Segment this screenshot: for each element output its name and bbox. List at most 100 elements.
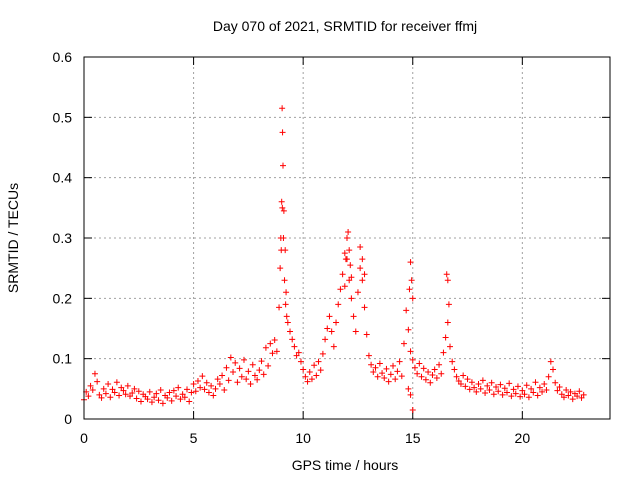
data-point	[493, 384, 500, 391]
data-point	[313, 372, 320, 379]
data-point	[194, 377, 201, 384]
data-point	[283, 289, 290, 296]
data-point	[359, 256, 366, 263]
data-point	[232, 359, 239, 366]
data-point	[392, 376, 399, 383]
data-point	[166, 389, 173, 396]
data-point	[146, 388, 153, 395]
data-point	[352, 328, 359, 335]
data-point	[94, 378, 101, 385]
data-point	[525, 394, 532, 401]
data-point	[451, 366, 458, 373]
data-point	[322, 336, 329, 343]
data-point	[300, 366, 307, 373]
data-point	[258, 358, 265, 365]
data-point	[506, 380, 513, 387]
data-point	[118, 384, 125, 391]
data-point	[277, 265, 284, 272]
data-point	[398, 373, 405, 380]
data-point	[308, 376, 315, 383]
grid-lines	[84, 57, 610, 419]
data-point	[179, 391, 186, 398]
data-point	[357, 265, 364, 272]
data-point	[273, 348, 280, 355]
data-point	[409, 406, 416, 413]
data-point	[361, 271, 368, 278]
data-point	[576, 388, 583, 395]
data-point	[479, 377, 486, 384]
data-point	[359, 277, 366, 284]
data-point	[361, 304, 368, 311]
data-point	[289, 336, 296, 343]
data-point	[420, 365, 427, 372]
data-point	[107, 394, 114, 401]
data-point	[484, 382, 491, 389]
data-point	[214, 376, 221, 383]
data-point	[186, 398, 193, 405]
data-point	[514, 383, 521, 390]
data-point	[297, 358, 304, 365]
data-point	[422, 376, 429, 383]
data-point	[326, 313, 333, 320]
data-point	[365, 352, 372, 359]
data-point	[414, 370, 421, 377]
data-point	[411, 364, 418, 371]
data-point	[344, 235, 350, 241]
data-point	[383, 365, 390, 372]
y-tick-label: 0.6	[53, 49, 73, 65]
data-point	[372, 364, 379, 371]
data-point	[477, 385, 484, 392]
data-point	[247, 381, 254, 388]
data-point	[216, 381, 223, 388]
data-point	[197, 384, 204, 391]
data-point	[120, 387, 127, 394]
x-tick-label: 10	[295, 430, 311, 446]
data-point	[460, 372, 467, 379]
data-point	[96, 391, 103, 398]
data-point	[212, 385, 219, 392]
data-point	[341, 250, 348, 257]
data-point	[390, 362, 397, 369]
data-point	[436, 361, 443, 368]
data-point	[488, 379, 495, 386]
data-point	[225, 377, 232, 384]
data-point	[240, 356, 247, 363]
data-point	[418, 373, 425, 380]
data-point	[168, 397, 175, 404]
data-point	[350, 313, 357, 320]
data-point	[357, 244, 364, 251]
plot-frame	[83, 56, 611, 420]
data-point	[512, 390, 519, 397]
data-point	[124, 382, 131, 389]
data-point	[462, 383, 469, 390]
data-point	[510, 386, 517, 393]
y-tick-label: 0.1	[53, 351, 73, 367]
data-point	[443, 271, 450, 278]
data-point	[569, 396, 576, 403]
y-tick-label: 0	[64, 411, 72, 427]
data-point	[407, 259, 414, 266]
data-point	[100, 385, 107, 392]
data-point	[170, 387, 177, 394]
data-point	[164, 394, 171, 401]
data-point	[311, 362, 318, 369]
data-point	[473, 388, 480, 395]
data-point	[385, 378, 392, 385]
data-point	[279, 129, 286, 136]
data-point	[508, 393, 515, 400]
data-point	[475, 381, 482, 388]
data-point	[468, 379, 475, 386]
data-point	[151, 394, 158, 401]
data-point	[363, 331, 370, 338]
data-point	[482, 390, 489, 397]
data-point	[203, 379, 210, 386]
data-point	[342, 256, 349, 263]
data-point	[201, 386, 208, 393]
data-point	[447, 343, 454, 350]
data-point	[276, 304, 283, 311]
data-point	[129, 390, 136, 397]
data-point	[409, 295, 416, 302]
data-point	[530, 389, 537, 396]
data-point	[534, 392, 541, 399]
